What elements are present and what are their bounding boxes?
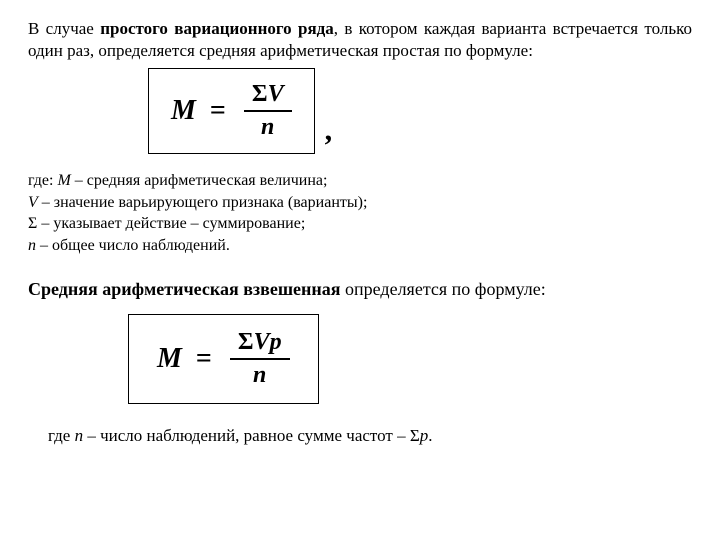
formula-2-box: M = ΣVp n [128,314,319,404]
intro-pre: В случае [28,19,100,38]
def-line-3: Σ – указывает действие – суммирование; [28,213,692,235]
sigma-2: Σ [238,329,254,355]
definitions-block: где: М – средняя арифметическая величина… [28,170,692,256]
def-line-4: n – общее число наблюдений. [28,235,692,257]
section-post: определяется по формуле: [341,279,546,299]
final-var2: р [420,426,429,445]
def-line-2: V – значение варьирующего признака (вари… [28,192,692,214]
sigma-1: Σ [252,81,268,107]
def1-pre: где: [28,172,57,189]
intro-paragraph: В случае простого вариационного ряда, в … [28,18,692,62]
section-title: Средняя арифметическая взвешенная опреде… [28,279,692,300]
var-p-2: p [270,329,282,355]
def-line-1: где: М – средняя арифметическая величина… [28,170,692,192]
formula-1-lhs: M [171,95,196,127]
def3-var: Σ [28,215,37,232]
var-v-1: V [268,81,284,107]
formula-2-wrapper: M = ΣVp n [28,314,692,404]
def3-post: – указывает действие – суммирование; [37,215,305,232]
formula-1-eq: = [210,95,226,127]
section-bold: Средняя арифметическая взвешенная [28,279,341,299]
final-post: . [428,426,432,445]
formula-2-numerator: ΣVp [230,329,290,360]
def2-post: – значение варьирующего признака (вариан… [38,194,368,211]
formula-2-denominator: n [253,360,266,389]
def4-post: – общее число наблюдений. [36,237,230,254]
def1-var: М [57,172,70,189]
formula-1-denominator: n [261,112,274,141]
formula-1-wrapper: M = ΣV n , [28,68,692,154]
formula-2-fraction: ΣVp n [230,329,290,389]
def1-post: – средняя арифметическая величина; [71,172,328,189]
formula-1-box: M = ΣV n [148,68,315,154]
final-var: n [75,426,84,445]
formula-1-fraction: ΣV n [244,81,292,141]
def2-var: V [28,194,38,211]
var-v-2: V [254,329,270,355]
intro-bold: простого вариационного ряда [100,19,334,38]
final-definition: где n – число наблюдений, равное сумме ч… [28,426,692,446]
final-pre: где [48,426,75,445]
final-mid: – число наблюдений, равное сумме частот … [83,426,420,445]
formula-2-eq: = [196,343,212,375]
formula-2-lhs: M [157,343,182,375]
def4-var: n [28,237,36,254]
formula-1-comma: , [325,114,333,148]
formula-1-numerator: ΣV [244,81,292,112]
